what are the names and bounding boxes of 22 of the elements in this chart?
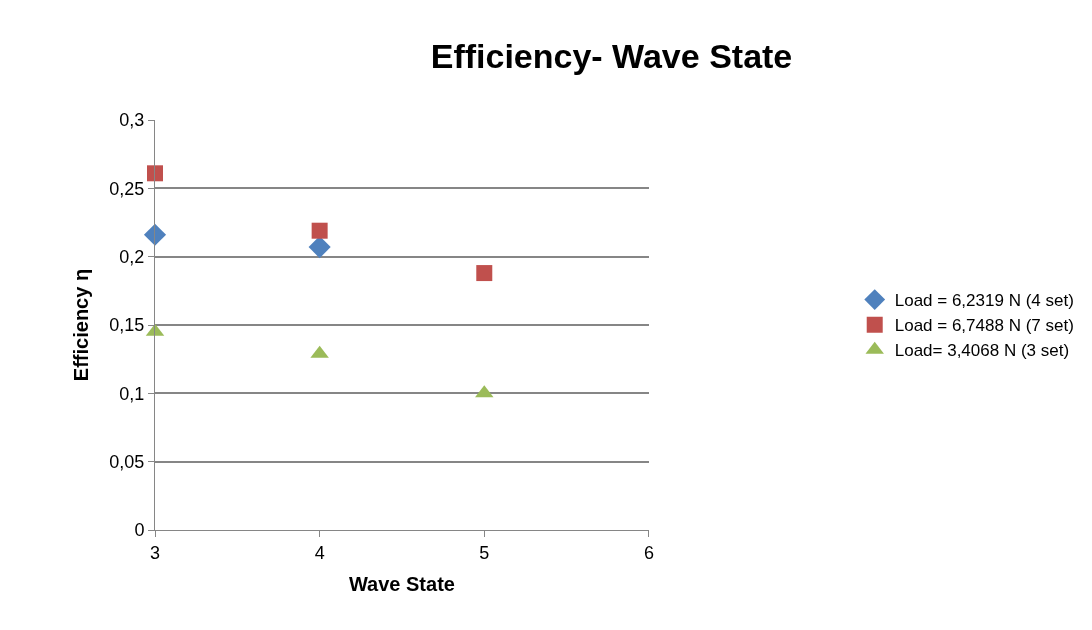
y-tick-label: 0	[134, 520, 145, 541]
point	[308, 236, 331, 259]
point	[143, 223, 167, 246]
point	[147, 165, 163, 182]
legend-label: Load= 3,4068 N (3 set)	[894, 341, 1070, 361]
x-tick-label: 4	[314, 542, 325, 563]
y-tick-label: 0,3	[119, 110, 145, 131]
x-tick-label: 6	[643, 542, 654, 563]
y-tick-label: 0,1	[119, 383, 145, 404]
y-tick-label: 0,15	[109, 315, 145, 336]
point	[311, 222, 328, 239]
x-tick-label: 3	[149, 542, 161, 563]
y-tick-label: 0,25	[109, 178, 145, 199]
y-axis-title: Efficiency η	[69, 268, 92, 382]
legend-label: Load = 6,7488 N (7 set)	[894, 316, 1074, 336]
legend-label: Load = 6,2319 N (4 set)	[894, 291, 1074, 311]
x-axis-title: Wave State	[348, 573, 455, 596]
y-tick-label: 0,2	[119, 246, 145, 267]
point	[476, 265, 493, 282]
chart-title: Efficiency- Wave State	[430, 36, 793, 75]
x-tick-label: 5	[479, 542, 490, 563]
y-tick-label: 0,05	[109, 451, 145, 472]
